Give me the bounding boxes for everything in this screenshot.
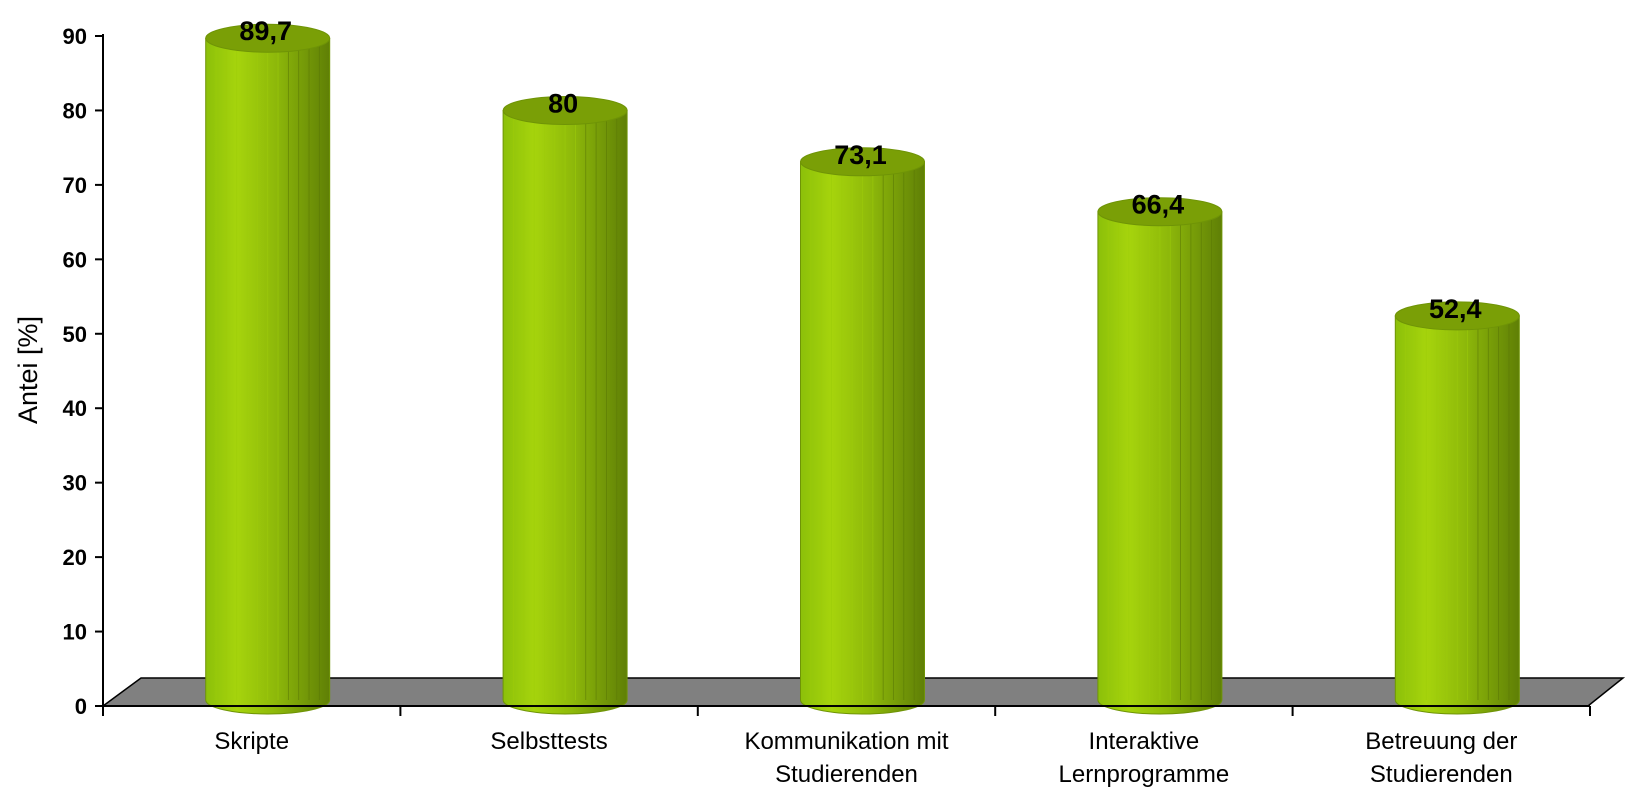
y-tick-label: 0: [75, 694, 87, 719]
bar-top: [800, 147, 925, 177]
y-tick-label: 10: [63, 620, 87, 645]
y-tick-label: 40: [63, 396, 87, 421]
x-category-label: Interaktive Lernprogramme: [1059, 728, 1230, 788]
x-category-label: Betreuung der Studierenden: [1365, 728, 1517, 788]
x-category-label: Selbsttests: [490, 728, 607, 755]
bar-top: [205, 23, 331, 53]
bar-top: [1097, 197, 1223, 227]
y-tick-label: 90: [63, 24, 87, 49]
x-category-label: Skripte: [214, 728, 289, 755]
y-tick-label: 60: [63, 247, 87, 272]
bar: 73,1: [800, 140, 925, 715]
bar: 80: [502, 88, 628, 715]
bar-top: [502, 95, 628, 125]
bar: 52,4: [1394, 294, 1520, 715]
y-tick-label: 30: [63, 471, 87, 496]
y-axis-label: Antei [%]: [13, 316, 43, 424]
x-category-label: Kommunikation mit Studierenden: [744, 728, 948, 788]
axes-layer: 0 10 20 30 40 50 60 70 80 90 Skripte Selbsttests Kom…: [63, 24, 1591, 788]
y-tick-label: 70: [63, 173, 87, 198]
y-tick-label: 50: [63, 322, 87, 347]
bar-value-label: 89,7: [239, 16, 292, 46]
bar-value-label: 66,4: [1132, 190, 1185, 220]
bar-top: [1394, 301, 1520, 331]
bar: 66,4: [1097, 190, 1223, 715]
bar-value-label: 80: [548, 88, 578, 118]
bar-value-label: 73,1: [834, 140, 887, 170]
bars-layer: 89,7 80 73,1 66,4 52,4: [205, 16, 1520, 715]
y-tick-label: 80: [63, 98, 87, 123]
y-tick-label: 20: [63, 545, 87, 570]
bar: 89,7: [205, 16, 331, 715]
bar-value-label: 52,4: [1429, 294, 1482, 324]
